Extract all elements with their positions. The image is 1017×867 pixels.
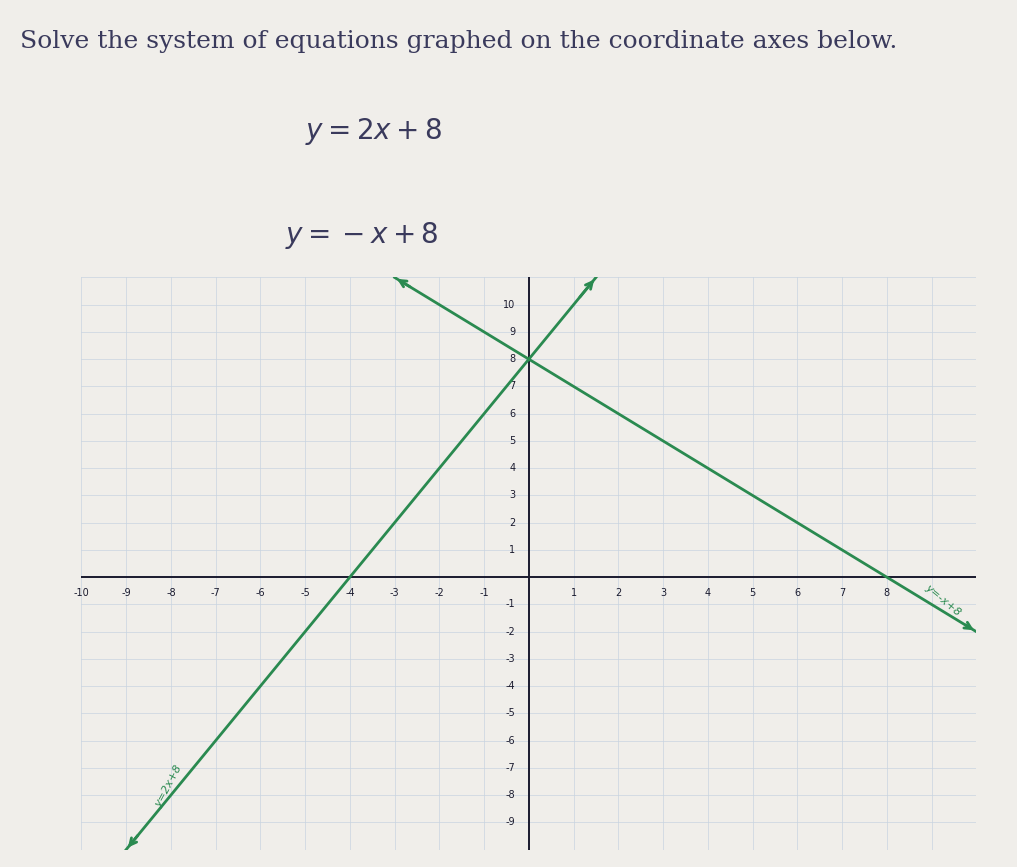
- Text: -9: -9: [121, 588, 131, 598]
- Text: 1: 1: [571, 588, 577, 598]
- Text: y=-x+8: y=-x+8: [923, 583, 963, 618]
- Text: $y = 2x + 8$: $y = 2x + 8$: [305, 116, 442, 147]
- Text: Solve the system of equations graphed on the coordinate axes below.: Solve the system of equations graphed on…: [20, 30, 898, 54]
- Text: -7: -7: [211, 588, 221, 598]
- Text: 1: 1: [510, 545, 516, 555]
- Text: -7: -7: [505, 763, 516, 772]
- Text: 6: 6: [510, 408, 516, 419]
- Text: -2: -2: [505, 627, 516, 636]
- Text: -1: -1: [505, 599, 516, 610]
- Text: -5: -5: [505, 708, 516, 719]
- Text: 6: 6: [794, 588, 800, 598]
- Text: 8: 8: [510, 355, 516, 364]
- Text: 9: 9: [510, 327, 516, 337]
- Text: 2: 2: [615, 588, 621, 598]
- Text: -10: -10: [73, 588, 89, 598]
- Text: -9: -9: [505, 818, 516, 827]
- Text: 4: 4: [705, 588, 711, 598]
- Text: $y = -x + 8$: $y = -x + 8$: [285, 220, 438, 251]
- Text: -5: -5: [300, 588, 310, 598]
- Text: -6: -6: [505, 736, 516, 746]
- Text: -4: -4: [345, 588, 355, 598]
- Text: 10: 10: [503, 300, 516, 310]
- Text: 3: 3: [660, 588, 666, 598]
- Text: -3: -3: [505, 654, 516, 664]
- Text: -1: -1: [479, 588, 489, 598]
- Text: -8: -8: [166, 588, 176, 598]
- Text: -8: -8: [505, 790, 516, 800]
- Text: 4: 4: [510, 463, 516, 473]
- Text: 7: 7: [839, 588, 845, 598]
- Text: 5: 5: [750, 588, 756, 598]
- Text: 8: 8: [884, 588, 890, 598]
- Text: y=2x+8: y=2x+8: [153, 763, 183, 809]
- Text: -3: -3: [390, 588, 400, 598]
- Text: -4: -4: [505, 681, 516, 691]
- Text: -2: -2: [434, 588, 444, 598]
- Text: 3: 3: [510, 491, 516, 500]
- Text: 5: 5: [510, 436, 516, 446]
- Text: 2: 2: [510, 518, 516, 528]
- Text: 7: 7: [510, 381, 516, 391]
- Text: -6: -6: [255, 588, 265, 598]
